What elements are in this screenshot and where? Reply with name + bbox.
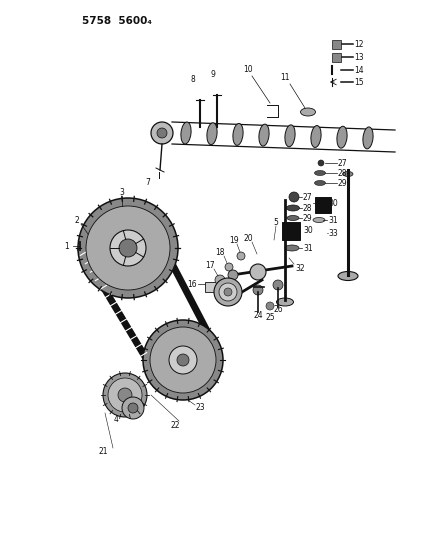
- Text: 5758  5600₄: 5758 5600₄: [82, 16, 152, 26]
- Ellipse shape: [258, 124, 268, 146]
- Text: 14: 14: [353, 66, 363, 75]
- Circle shape: [288, 192, 298, 202]
- Text: 15: 15: [353, 77, 363, 86]
- Text: 2: 2: [75, 215, 79, 224]
- Circle shape: [317, 160, 323, 166]
- Circle shape: [86, 206, 170, 290]
- Text: 8: 8: [190, 75, 195, 84]
- Ellipse shape: [300, 108, 315, 116]
- Text: 32: 32: [294, 263, 304, 272]
- Circle shape: [150, 327, 216, 393]
- Circle shape: [128, 403, 138, 413]
- Ellipse shape: [362, 127, 372, 149]
- Circle shape: [110, 230, 146, 266]
- Text: 19: 19: [229, 236, 238, 245]
- Ellipse shape: [207, 123, 216, 144]
- Text: 20: 20: [243, 233, 252, 243]
- Ellipse shape: [337, 271, 357, 280]
- Text: 12: 12: [353, 39, 363, 49]
- Text: 27: 27: [337, 158, 347, 167]
- Text: 1: 1: [64, 241, 69, 251]
- Bar: [204, 282, 219, 292]
- Circle shape: [219, 283, 236, 301]
- Text: 30: 30: [302, 225, 312, 235]
- Circle shape: [108, 378, 142, 412]
- Bar: [331, 40, 340, 49]
- Ellipse shape: [342, 172, 352, 176]
- Ellipse shape: [314, 171, 325, 175]
- Circle shape: [119, 239, 137, 257]
- Text: 23: 23: [195, 403, 204, 413]
- Text: 31: 31: [302, 244, 312, 253]
- Text: 25: 25: [265, 313, 274, 322]
- Circle shape: [118, 388, 132, 402]
- Circle shape: [157, 128, 167, 138]
- Circle shape: [177, 354, 189, 366]
- Circle shape: [225, 263, 233, 271]
- Text: 29: 29: [337, 179, 347, 188]
- Circle shape: [236, 252, 245, 260]
- Ellipse shape: [310, 126, 320, 148]
- Ellipse shape: [276, 298, 293, 306]
- Bar: [281, 222, 299, 240]
- Ellipse shape: [286, 215, 298, 221]
- Circle shape: [253, 285, 262, 295]
- Text: 27: 27: [302, 192, 312, 201]
- Circle shape: [265, 302, 273, 310]
- Text: 24: 24: [253, 311, 262, 320]
- Text: 33: 33: [327, 229, 337, 238]
- Ellipse shape: [181, 122, 191, 144]
- Text: 16: 16: [187, 279, 196, 288]
- Ellipse shape: [284, 125, 294, 147]
- Text: 4: 4: [113, 416, 118, 424]
- Text: 17: 17: [205, 261, 214, 270]
- Ellipse shape: [284, 245, 298, 251]
- Circle shape: [78, 198, 178, 298]
- Bar: [314, 197, 330, 213]
- Text: 21: 21: [98, 448, 107, 456]
- Circle shape: [213, 278, 242, 306]
- Text: 7: 7: [145, 177, 150, 187]
- Circle shape: [227, 270, 237, 280]
- Text: 29: 29: [302, 214, 312, 222]
- Text: 13: 13: [353, 52, 363, 61]
- Circle shape: [122, 397, 144, 419]
- Circle shape: [215, 275, 225, 285]
- Circle shape: [151, 122, 173, 144]
- Text: 31: 31: [327, 215, 337, 224]
- Circle shape: [169, 346, 196, 374]
- Text: 10: 10: [243, 65, 252, 74]
- Text: 22: 22: [170, 421, 179, 430]
- Text: 28: 28: [302, 204, 312, 213]
- Circle shape: [224, 288, 231, 296]
- Ellipse shape: [286, 205, 299, 211]
- Text: 3: 3: [119, 188, 124, 197]
- Ellipse shape: [312, 217, 324, 222]
- Text: 11: 11: [279, 73, 289, 82]
- Circle shape: [103, 373, 147, 417]
- Ellipse shape: [314, 181, 325, 185]
- Text: 28: 28: [337, 168, 347, 177]
- Text: 18: 18: [215, 247, 224, 256]
- Circle shape: [272, 280, 282, 290]
- Bar: [331, 53, 340, 62]
- Text: 26: 26: [273, 305, 282, 314]
- Text: 30: 30: [327, 198, 337, 207]
- Text: 5: 5: [273, 217, 278, 227]
- Circle shape: [143, 320, 222, 400]
- Circle shape: [249, 264, 265, 280]
- Ellipse shape: [336, 126, 346, 148]
- Ellipse shape: [232, 124, 242, 146]
- Text: 9: 9: [210, 70, 215, 79]
